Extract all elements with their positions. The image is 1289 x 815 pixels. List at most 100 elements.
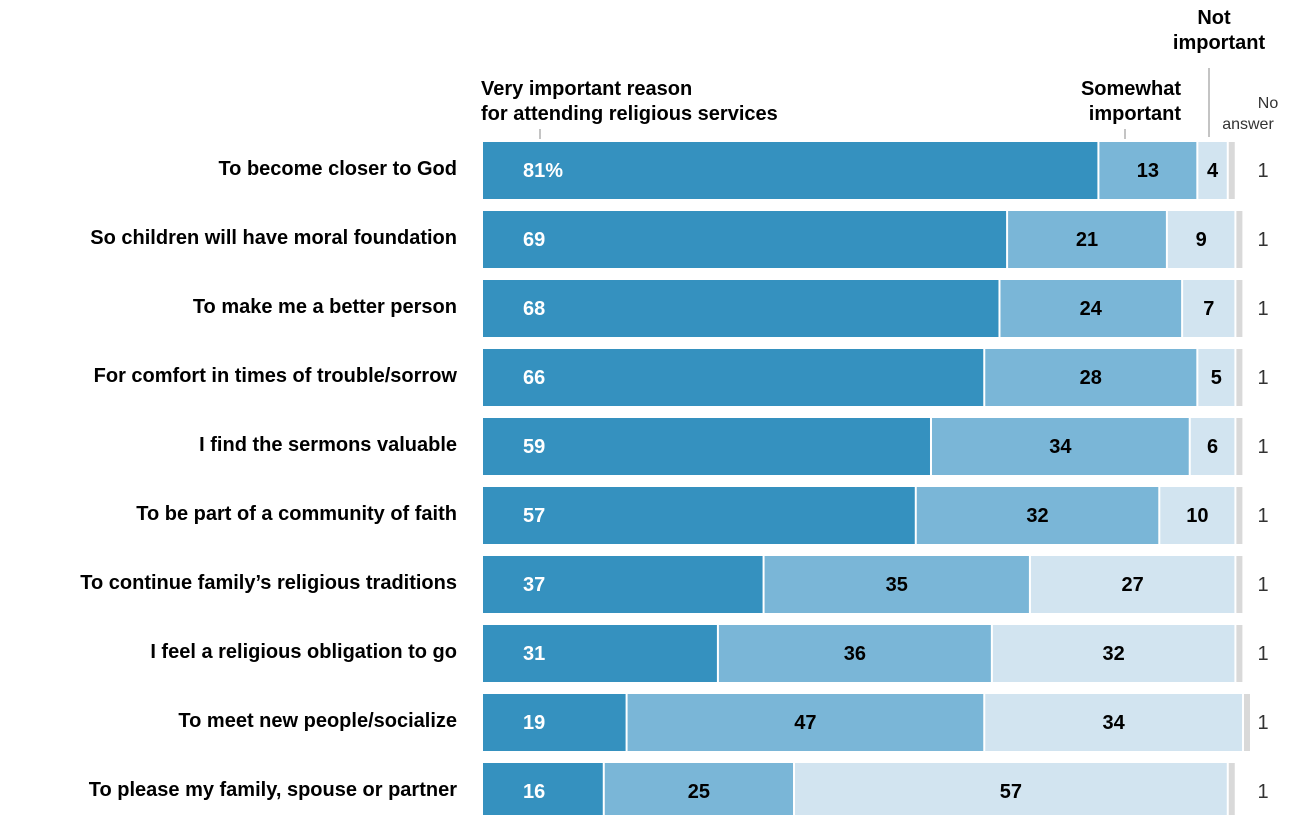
data-label: 7 [1203, 298, 1214, 320]
no-answer-label: 1 [1257, 574, 1268, 596]
no-answer-label: 1 [1257, 160, 1268, 182]
bar-segment-not [1167, 211, 1235, 268]
bar-rows: To become closer to God 81% 13 4 1So childre… [80, 142, 1269, 815]
header-no-answer-line2: answer [1222, 116, 1274, 133]
bar-segment-somewhat [764, 556, 1029, 613]
bar-segment-not [992, 625, 1235, 682]
bar-row: I feel a religious obligation to go 31 36 3… [150, 625, 1269, 682]
no-answer-label: 1 [1257, 781, 1268, 803]
data-label: 16 [523, 781, 545, 803]
category-label: To be part of a community of faith [136, 503, 457, 525]
category-label: To continue family’s religious tradition… [80, 572, 457, 594]
bar-row: I find the sermons valuable 59 34 6 1 [199, 418, 1269, 475]
bar-segment-very [483, 625, 717, 682]
header-very-important-line2: for attending religious services [481, 103, 778, 125]
data-label: 21 [1076, 229, 1098, 251]
bar-segment-very [483, 280, 999, 337]
bar-segment-no [1236, 418, 1243, 475]
category-label: To meet new people/socialize [178, 710, 457, 732]
bar-segment-no [1236, 556, 1243, 613]
bar-segment-very [483, 556, 763, 613]
bar-segment-somewhat [718, 625, 991, 682]
data-label: 68 [523, 298, 545, 320]
data-label: 32 [1103, 643, 1125, 665]
bar-segment-no [1236, 211, 1243, 268]
bar-segment-somewhat [604, 763, 794, 815]
header-somewhat-line1: Somewhat [1081, 78, 1181, 100]
bar-segment-no [1236, 349, 1243, 406]
category-label: To become closer to God [218, 158, 457, 180]
bar-segment-somewhat [985, 349, 1197, 406]
data-label: 66 [523, 367, 545, 389]
bar-segment-very [483, 142, 1098, 199]
bar-segment-very [483, 694, 626, 751]
category-label: I feel a religious obligation to go [150, 641, 457, 663]
data-label: 24 [1080, 298, 1103, 320]
data-label: 32 [1026, 505, 1048, 527]
bar-segment-somewhat [627, 694, 984, 751]
bar-segment-not [1160, 487, 1235, 544]
bar-segment-no [1228, 763, 1235, 815]
bar-segment-somewhat [931, 418, 1189, 475]
bar-segment-somewhat [1099, 142, 1197, 199]
bar-segment-very [483, 487, 915, 544]
bar-segment-very [483, 211, 1007, 268]
bar-row: For comfort in times of trouble/sorrow 66… [94, 349, 1269, 406]
no-answer-label: 1 [1257, 229, 1268, 251]
bar-row: To continue family’s religious tradition… [80, 556, 1269, 613]
data-label: 28 [1080, 367, 1102, 389]
data-label: 59 [523, 436, 545, 458]
no-answer-label: 1 [1257, 298, 1268, 320]
bar-row: To become closer to God 81% 13 4 1 [218, 142, 1269, 199]
header-not-important-line1: Not [1197, 7, 1231, 29]
data-label: 13 [1137, 160, 1159, 182]
header-not-important-line2: important [1173, 32, 1266, 54]
bar-segment-very [483, 418, 930, 475]
data-label: 10 [1186, 505, 1208, 527]
header-somewhat-line2: important [1089, 103, 1182, 125]
data-label: 37 [523, 574, 545, 596]
data-label: 69 [523, 229, 545, 251]
data-label: 57 [1000, 781, 1022, 803]
column-headers: Very important reason for attending reli… [481, 7, 1278, 139]
category-label: I find the sermons valuable [199, 434, 457, 456]
bar-segment-no [1244, 694, 1250, 751]
bar-row: So children will have moral foundation 69… [90, 211, 1269, 268]
data-label: 47 [794, 712, 816, 734]
bar-row: To make me a better person 68 24 7 1 [193, 280, 1269, 337]
bar-segment-not [795, 763, 1227, 815]
bar-segment-very [483, 763, 603, 815]
bar-segment-somewhat [1000, 280, 1182, 337]
bar-row: To please my family, spouse or partner 16… [89, 763, 1269, 815]
bar-segment-not [1030, 556, 1235, 613]
bar-segment-not [985, 694, 1242, 751]
category-label: To make me a better person [193, 296, 457, 318]
category-label: For comfort in times of trouble/sorrow [94, 365, 458, 387]
data-label: 6 [1207, 436, 1218, 458]
bar-row: To be part of a community of faith 57 32 10… [136, 487, 1269, 544]
no-answer-label: 1 [1257, 436, 1268, 458]
bar-segment-somewhat [1008, 211, 1166, 268]
header-no-answer-line1: No [1258, 95, 1279, 112]
bar-row: To meet new people/socialize 19 47 34 1 [178, 694, 1269, 751]
data-label: 57 [523, 505, 545, 527]
data-label: 36 [844, 643, 866, 665]
data-label: 5 [1211, 367, 1222, 389]
data-label: 9 [1196, 229, 1207, 251]
data-label: 35 [886, 574, 908, 596]
data-label: 31 [523, 643, 545, 665]
header-very-important-line1: Very important reason [481, 78, 692, 100]
bar-segment-not [1198, 349, 1235, 406]
data-label: 81% [523, 160, 563, 182]
data-label: 25 [688, 781, 710, 803]
data-label: 19 [523, 712, 545, 734]
no-answer-label: 1 [1257, 505, 1268, 527]
no-answer-label: 1 [1257, 712, 1268, 734]
bar-segment-no [1236, 280, 1243, 337]
bar-segment-very [483, 349, 984, 406]
bar-segment-not [1183, 280, 1235, 337]
bar-segment-not [1198, 142, 1227, 199]
data-label: 34 [1049, 436, 1072, 458]
no-answer-label: 1 [1257, 367, 1268, 389]
